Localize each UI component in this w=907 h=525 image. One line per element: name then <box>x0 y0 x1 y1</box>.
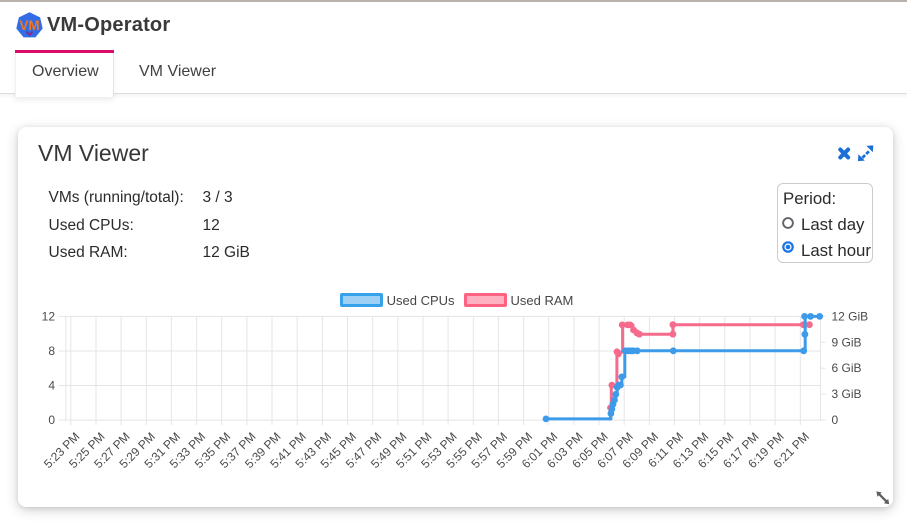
svg-text:3 GiB: 3 GiB <box>832 387 862 401</box>
svg-text:8: 8 <box>48 344 55 358</box>
svg-text:6 GiB: 6 GiB <box>832 361 862 375</box>
svg-text:4: 4 <box>48 379 55 393</box>
svg-text:0: 0 <box>832 413 839 427</box>
svg-text:9 GiB: 9 GiB <box>832 335 862 349</box>
svg-text:0: 0 <box>48 413 55 427</box>
svg-text:12 GiB: 12 GiB <box>832 309 869 323</box>
svg-text:VM: VM <box>19 18 39 33</box>
svg-text:12: 12 <box>42 309 56 323</box>
